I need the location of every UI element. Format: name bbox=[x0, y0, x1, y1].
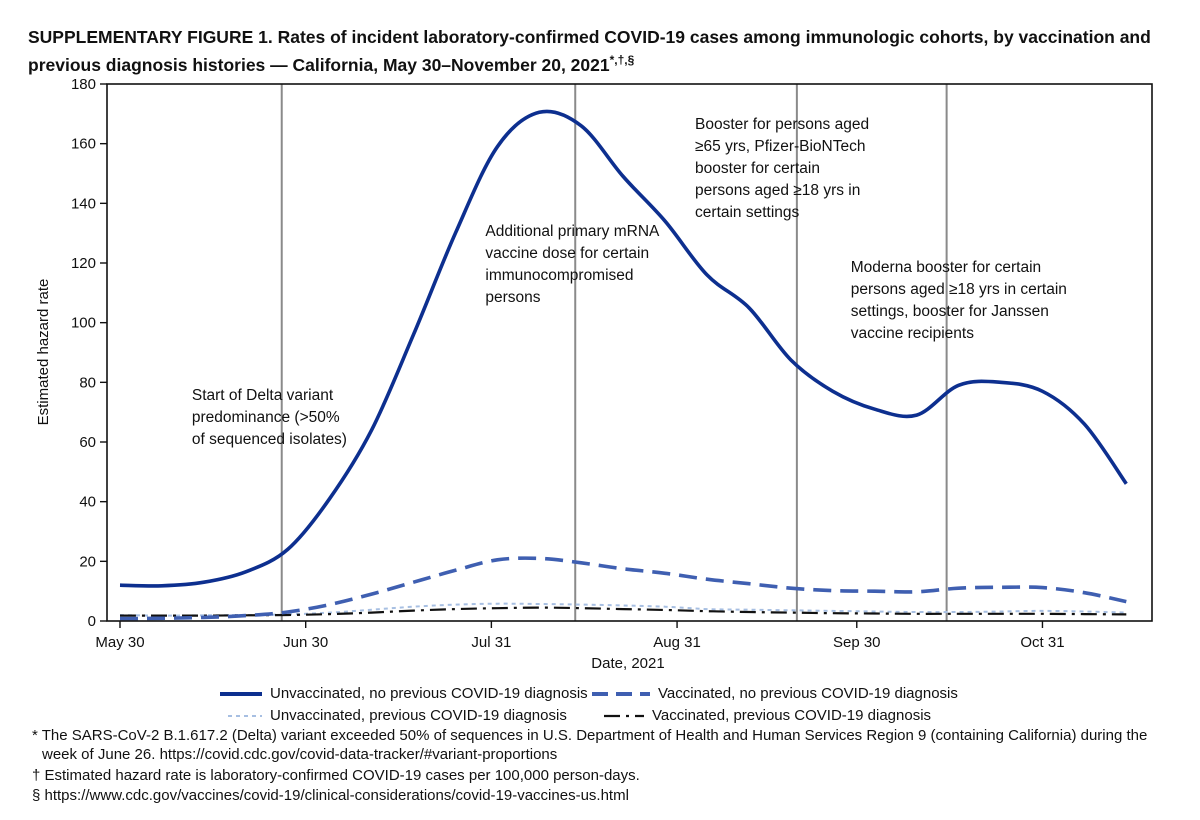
legend-item-vaccinated-prev: Vaccinated, previous COVID-19 diagnosis bbox=[604, 707, 931, 724]
footnote-star-line1: * The SARS-CoV-2 B.1.617.2 (Delta) varia… bbox=[32, 727, 1148, 744]
event-annotation: Booster for persons aged ≥65 yrs, Pfizer-… bbox=[695, 116, 869, 221]
y-tick-label: 80 bbox=[79, 374, 96, 391]
x-tick-label: Jul 31 bbox=[471, 634, 511, 651]
legend-item-unvaccinated-no-prev: Unvaccinated, no previous COVID-19 diagn… bbox=[220, 685, 588, 702]
legend-label: Vaccinated, previous COVID-19 diagnosis bbox=[652, 707, 932, 724]
y-axis-label: Estimated hazard rate bbox=[35, 279, 52, 426]
annotation-line: vaccine dose for certain bbox=[485, 245, 649, 262]
legend-swatch-dashdot bbox=[604, 714, 644, 717]
event-annotation: Start of Delta variant predominance (>50%… bbox=[192, 387, 347, 448]
figure-title-footnote-marks: *,†,§ bbox=[609, 53, 635, 67]
annotation-line: persons aged ≥18 yrs in bbox=[695, 182, 860, 199]
legend-item-unvaccinated-prev: Unvaccinated, previous COVID-19 diagnosi… bbox=[228, 707, 567, 724]
x-tick-label: May 30 bbox=[95, 634, 144, 651]
x-axis: May 30 Jun 30 Jul 31 Aug 31 Sep 30 Oct 31 bbox=[95, 621, 1065, 651]
legend-label: Unvaccinated, no previous COVID-19 diagn… bbox=[270, 685, 588, 702]
y-axis: 0 20 40 60 80 100 120 140 160 180 bbox=[71, 76, 107, 630]
footnote-section: § https://www.cdc.gov/vaccines/covid-19/… bbox=[32, 787, 629, 804]
series-line bbox=[119, 109, 1128, 588]
x-tick-label: Jun 30 bbox=[283, 634, 328, 651]
y-tick-label: 140 bbox=[71, 195, 96, 212]
y-tick-label: 0 bbox=[88, 613, 96, 630]
series-line bbox=[119, 556, 1127, 621]
annotation-line: Booster for persons aged bbox=[695, 116, 869, 133]
x-tick-label: Aug 31 bbox=[653, 634, 701, 651]
annotation-line: Additional primary mRNA bbox=[485, 223, 660, 240]
footnote-star: * The SARS-CoV-2 B.1.617.2 (Delta) varia… bbox=[32, 726, 1172, 764]
y-tick-label: 120 bbox=[71, 255, 96, 272]
annotation-line: Start of Delta variant bbox=[192, 387, 334, 404]
y-tick-label: 100 bbox=[71, 315, 96, 332]
y-tick-label: 180 bbox=[71, 76, 96, 93]
event-lines bbox=[280, 84, 948, 621]
y-tick-label: 160 bbox=[71, 136, 96, 153]
annotation-line: persons bbox=[485, 289, 540, 306]
annotation-line: settings, booster for Janssen bbox=[851, 303, 1049, 320]
legend-label: Vaccinated, no previous COVID-19 diagnos… bbox=[658, 685, 958, 702]
annotation-line: vaccine recipients bbox=[851, 325, 974, 342]
series-line bbox=[119, 606, 1127, 617]
annotation-line: of sequenced isolates) bbox=[192, 431, 347, 448]
footnote-dagger: † Estimated hazard rate is laboratory-co… bbox=[32, 767, 640, 784]
event-annotation: Moderna booster for certain persons aged … bbox=[851, 259, 1067, 342]
footnote-star-line2: week of June 26. https://covid.cdc.gov/c… bbox=[42, 746, 558, 763]
event-annotations: Start of Delta variant predominance (>50%… bbox=[192, 116, 1067, 448]
legend-item-vaccinated-no-prev: Vaccinated, no previous COVID-19 diagnos… bbox=[592, 685, 958, 702]
legend-swatch-dash bbox=[592, 691, 650, 696]
x-axis-label: Date, 2021 bbox=[591, 655, 664, 672]
annotation-line: Moderna booster for certain bbox=[851, 259, 1041, 276]
y-tick-label: 20 bbox=[79, 553, 96, 570]
plot-frame bbox=[106, 83, 1153, 622]
legend-label: Unvaccinated, previous COVID-19 diagnosi… bbox=[270, 707, 567, 724]
annotation-line: immunocompromised bbox=[485, 267, 633, 284]
figure-title: SUPPLEMENTARY FIGURE 1. Rates of inciden… bbox=[28, 26, 1178, 77]
annotation-line: ≥65 yrs, Pfizer-BioNTech bbox=[695, 138, 865, 155]
legend-swatch-dot bbox=[228, 714, 262, 717]
x-tick-label: Oct 31 bbox=[1020, 634, 1064, 651]
x-tick-label: Sep 30 bbox=[833, 634, 881, 651]
y-tick-label: 60 bbox=[79, 434, 96, 451]
event-annotation: Additional primary mRNA vaccine dose for … bbox=[485, 223, 660, 306]
legend-swatch-solid bbox=[220, 691, 262, 696]
annotation-line: predominance (>50% bbox=[192, 409, 340, 426]
y-tick-label: 40 bbox=[79, 494, 96, 511]
annotation-line: booster for certain bbox=[695, 160, 820, 177]
chart-series bbox=[119, 109, 1128, 621]
annotation-line: certain settings bbox=[695, 204, 799, 221]
annotation-line: persons aged ≥18 yrs in certain bbox=[851, 281, 1067, 298]
figure-title-text: SUPPLEMENTARY FIGURE 1. Rates of inciden… bbox=[28, 27, 1151, 75]
